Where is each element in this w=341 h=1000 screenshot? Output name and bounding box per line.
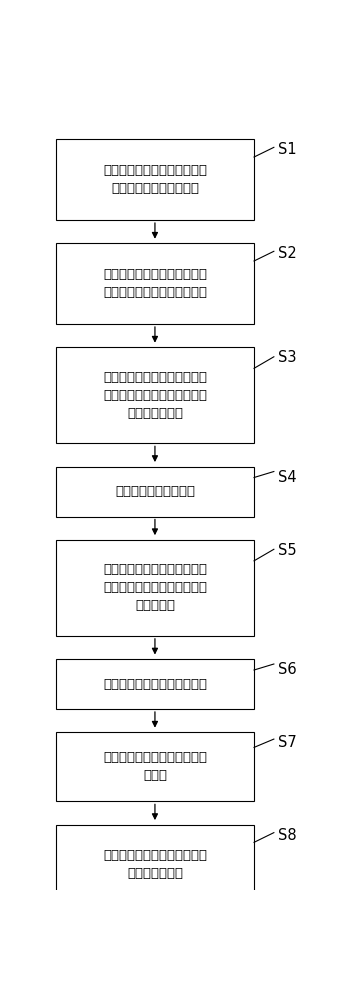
Bar [56,825,254,905]
Text: 建立不包含故障点对地电压的
各故障检测点之间的电压电流
关系方程组: 建立不包含故障点对地电压的 各故障检测点之间的电压电流 关系方程组 [103,563,207,612]
Bar [56,243,254,324]
Text: S3: S3 [278,350,296,365]
Text: 所有故障检测点的电压电流波
形进行卡伦布尔变换三相解耦
，得到线模分量: 所有故障检测点的电压电流波 形进行卡伦布尔变换三相解耦 ，得到线模分量 [103,371,207,420]
Bar [56,347,254,443]
Bar [56,139,254,220]
Text: S2: S2 [278,246,297,261]
Text: 写出包含若干故障方程的超定
方程组: 写出包含若干故障方程的超定 方程组 [103,751,207,782]
Text: S5: S5 [278,543,296,558]
Text: 得到线路的总正序参数: 得到线路的总正序参数 [115,485,195,498]
Text: 得到关于故障距离的线性方程: 得到关于故障距离的线性方程 [103,678,207,691]
Bar [56,467,254,517]
Text: S1: S1 [278,142,296,157]
Text: 选取一条两端均有故障检测点
的线路，对线路参数进行校正: 选取一条两端均有故障检测点 的线路，对线路参数进行校正 [103,268,207,299]
Text: S4: S4 [278,470,296,485]
Bar [56,732,254,801]
Text: S6: S6 [278,662,296,677]
Text: 通过模拟退火算法得到故障距
离的最佳估计值: 通过模拟退火算法得到故障距 离的最佳估计值 [103,849,207,880]
Bar [56,540,254,636]
Bar [56,659,254,709]
Text: S8: S8 [278,828,296,843]
Text: S7: S7 [278,735,297,750]
Text: 设置多个故障检测点，采集故
障检测点的电流电压信号: 设置多个故障检测点，采集故 障检测点的电流电压信号 [103,164,207,195]
